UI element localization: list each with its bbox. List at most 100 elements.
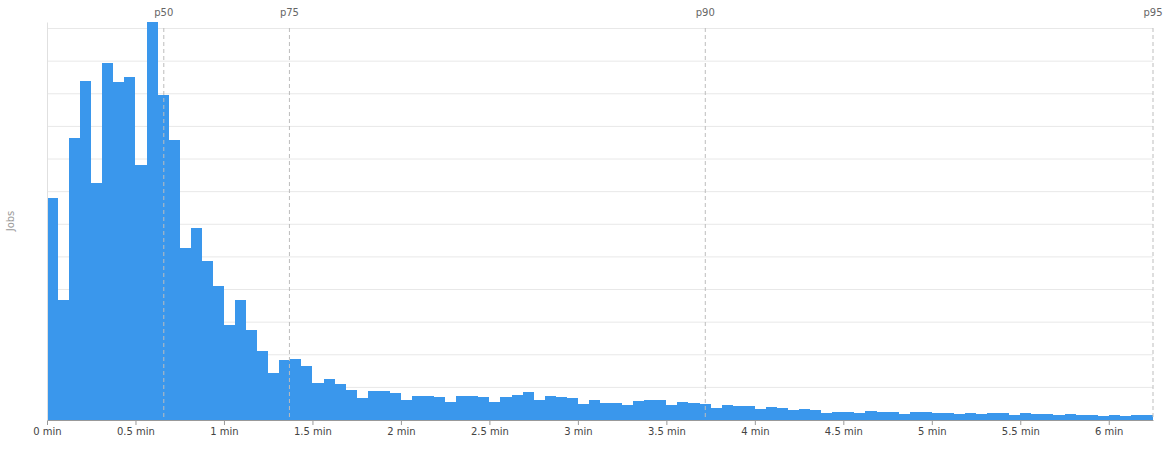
x-tick-mark bbox=[489, 420, 490, 425]
x-tick-label: 6 min bbox=[1095, 426, 1123, 437]
histogram-bar bbox=[711, 408, 722, 420]
histogram-bar bbox=[412, 396, 423, 420]
histogram-bar bbox=[47, 198, 58, 420]
histogram-bar bbox=[567, 398, 578, 420]
x-tick-mark bbox=[47, 420, 48, 425]
histogram-bar bbox=[799, 409, 810, 420]
grid-line bbox=[47, 191, 1153, 192]
grid bbox=[47, 29, 1153, 420]
histogram-bar bbox=[324, 379, 335, 420]
histogram-bar bbox=[489, 402, 500, 420]
histogram-bar bbox=[268, 373, 279, 420]
histogram-bar bbox=[91, 183, 102, 420]
histogram-bar bbox=[445, 402, 456, 420]
histogram-bar bbox=[832, 412, 843, 420]
histogram-bar bbox=[755, 409, 766, 420]
histogram-bar bbox=[500, 397, 511, 420]
x-tick-label: 0.5 min bbox=[117, 426, 155, 437]
x-tick: 0.5 min bbox=[117, 420, 155, 437]
histogram-bar bbox=[169, 140, 180, 420]
histogram-bar bbox=[213, 286, 224, 420]
histogram-bar bbox=[744, 406, 755, 420]
histogram-bar bbox=[965, 413, 976, 420]
x-tick-label: 5 min bbox=[918, 426, 946, 437]
histogram-bar bbox=[722, 405, 733, 420]
histogram-bar bbox=[821, 413, 832, 420]
percentile-label: p95 bbox=[1143, 7, 1162, 18]
histogram-bar bbox=[1042, 414, 1053, 420]
histogram-bar bbox=[124, 77, 135, 420]
histogram-bar bbox=[301, 366, 312, 420]
histogram-bar bbox=[1031, 414, 1042, 420]
x-tick: 0 min bbox=[33, 420, 61, 437]
percentile-line bbox=[163, 28, 164, 420]
histogram-bar bbox=[556, 397, 567, 420]
x-tick-label: 5.5 min bbox=[1002, 426, 1040, 437]
histogram-bar bbox=[1020, 413, 1031, 420]
histogram-bar bbox=[69, 138, 80, 420]
histogram-bar bbox=[1142, 415, 1153, 420]
x-tick-label: 3 min bbox=[564, 426, 592, 437]
grid-line bbox=[47, 93, 1153, 94]
histogram-bar bbox=[147, 22, 158, 420]
histogram-bar bbox=[1131, 415, 1142, 420]
histogram-bar bbox=[1053, 415, 1064, 420]
annotations: p50p75p90p95 bbox=[154, 7, 1162, 420]
histogram-bar bbox=[865, 411, 876, 420]
histogram-bar bbox=[523, 392, 534, 420]
chart: 0 min 0.5 min 1 min 1.5 min 2 min 2.5 min 3 mi… bbox=[0, 0, 1170, 457]
histogram-bar bbox=[357, 398, 368, 420]
histogram-bar bbox=[644, 400, 655, 420]
x-tick-label: 4 min bbox=[741, 426, 769, 437]
histogram-bar bbox=[545, 396, 556, 420]
y-axis-line bbox=[47, 23, 48, 421]
histogram-bar bbox=[335, 384, 346, 420]
percentile-label: p90 bbox=[696, 7, 715, 18]
histogram-bar bbox=[401, 400, 412, 420]
histogram-bar bbox=[290, 359, 301, 420]
x-tick-mark bbox=[135, 420, 136, 425]
x-axis-line bbox=[48, 420, 1154, 421]
histogram-bar bbox=[766, 407, 777, 420]
x-tick-mark bbox=[401, 420, 402, 425]
x-tick: 5 min bbox=[918, 420, 946, 437]
histogram-bar bbox=[1098, 416, 1109, 420]
histogram-bar bbox=[854, 413, 865, 420]
histogram-bar bbox=[102, 63, 113, 420]
x-tick-label: 2.5 min bbox=[471, 426, 509, 437]
histogram-bar bbox=[1120, 416, 1131, 420]
histogram-bar bbox=[877, 412, 888, 420]
x-tick-mark bbox=[843, 420, 844, 425]
histogram-bar bbox=[589, 400, 600, 420]
x-tick-label: 3.5 min bbox=[648, 426, 686, 437]
x-tick: 5.5 min bbox=[1002, 420, 1040, 437]
x-tick: 6 min bbox=[1095, 420, 1123, 437]
histogram-bar bbox=[888, 412, 899, 420]
x-tick-label: 1 min bbox=[210, 426, 238, 437]
histogram-bar bbox=[655, 400, 666, 420]
x-axis: 0 min 0.5 min 1 min 1.5 min 2 min 2.5 min 3 mi… bbox=[33, 420, 1153, 437]
histogram-bar bbox=[202, 261, 213, 420]
histogram-bar bbox=[578, 404, 589, 420]
histogram-bar bbox=[998, 413, 1009, 420]
histogram-bar bbox=[622, 405, 633, 420]
grid-line bbox=[47, 28, 1153, 29]
histogram-bar bbox=[279, 360, 290, 420]
x-tick-mark bbox=[932, 420, 933, 425]
histogram-bar bbox=[346, 390, 357, 420]
x-tick-label: 1.5 min bbox=[294, 426, 332, 437]
histogram-bar bbox=[677, 402, 688, 420]
x-tick: 3 min bbox=[564, 420, 592, 437]
histogram-bar bbox=[368, 391, 379, 420]
percentile-label: p50 bbox=[154, 7, 173, 18]
histogram-bar bbox=[932, 413, 943, 420]
x-tick: 2 min bbox=[387, 420, 415, 437]
x-tick: 4 min bbox=[741, 420, 769, 437]
grid-line bbox=[47, 256, 1153, 257]
x-tick-label: 2 min bbox=[387, 426, 415, 437]
x-tick: 2.5 min bbox=[471, 420, 509, 437]
histogram-bar bbox=[534, 400, 545, 420]
x-tick-mark bbox=[755, 420, 756, 425]
histogram-bar bbox=[976, 414, 987, 420]
x-tick-mark bbox=[578, 420, 579, 425]
